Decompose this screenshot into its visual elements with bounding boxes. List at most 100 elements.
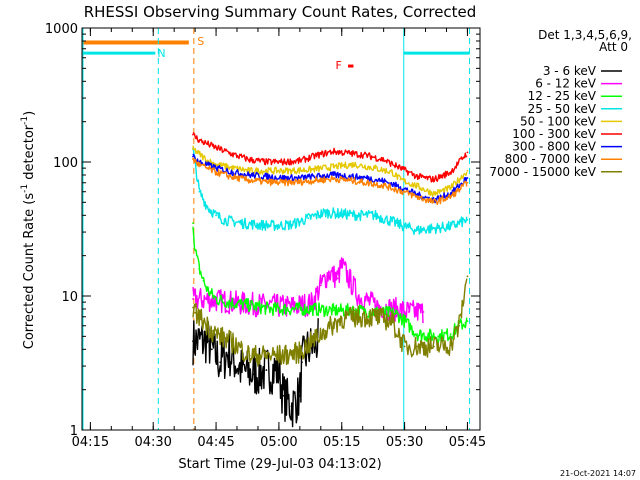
data-point [265,369,268,371]
data-point [194,311,197,314]
series-line [192,132,468,183]
data-point [248,179,251,182]
data-point [215,167,217,170]
data-point [416,311,419,313]
data-point [231,153,234,156]
data-point [403,345,406,348]
data-point [248,158,251,161]
data-point [391,171,393,174]
data-point [206,159,209,162]
data-point [273,224,276,227]
data-point [215,146,217,149]
data-point [328,271,331,274]
series-100-300-kev [192,132,469,183]
data-point [192,133,194,136]
data-point [449,333,452,335]
data-point [449,171,452,174]
data-point [449,195,452,198]
data-point [248,354,251,357]
data-point [210,329,213,332]
data-point [332,177,335,180]
y-axis-label: Corrected Count Rate (s-1 detector-1) [20,111,37,349]
legend-label: 300 - 800 keV [512,140,596,154]
series-12-25-kev [192,222,469,344]
data-point [298,351,301,354]
data-point [315,154,318,157]
y-tick-label: 10 [61,290,78,305]
data-point [282,161,284,163]
x-tick-label: 04:45 [197,435,234,450]
legend-label: 7000 - 15000 keV [489,165,596,179]
series-line [192,278,468,367]
data-point [223,218,226,221]
data-point [349,179,352,182]
series-7000-15000-kev [192,275,469,367]
data-point [265,161,268,163]
data-point [202,279,205,282]
data-point [466,218,469,221]
data-point [449,344,452,347]
data-point [311,302,314,305]
y-tick-label: 100 [53,156,78,171]
data-point [282,181,284,184]
data-point [206,289,209,292]
data-point [357,295,360,297]
data-point [382,158,385,161]
legend-header-attenuator: Att 0 [599,40,628,54]
data-point [231,176,234,179]
data-point [298,181,301,183]
data-point [252,373,255,376]
data-point [336,277,339,280]
data-point [433,227,435,230]
legend-header-detectors: Det 1,3,4,5,6,9, [538,28,632,42]
data-point [282,354,284,357]
data-point [449,225,452,228]
x-tick-label: 04:30 [134,435,171,450]
data-point [324,329,326,332]
data-point [466,181,469,184]
data-point [458,324,460,327]
chart-title: RHESSI Observing Summary Count Rates, Co… [84,3,477,21]
data-point [290,223,293,226]
data-point [353,163,356,166]
data-point [198,164,201,166]
data-point [290,169,293,172]
x-tick-label: 05:30 [386,435,423,450]
x-tick-label: 05:45 [449,435,486,450]
series-line [192,145,468,198]
annotation-n: N [157,47,165,60]
data-point [290,405,293,408]
data-point [257,223,259,226]
data-point [240,369,243,371]
data-point [382,180,385,183]
data-point [315,179,318,182]
data-point [298,177,301,179]
series-line [192,157,468,206]
data-point [227,351,230,354]
data-point [248,169,251,172]
data-point [198,190,201,193]
legend-label: 100 - 300 keV [512,127,596,141]
x-tick-label: 05:15 [323,435,360,450]
data-point [374,315,377,318]
data-point [311,308,314,310]
data-point [416,175,419,178]
data-point [449,187,452,189]
data-point [278,369,280,371]
data-point [422,311,425,313]
footer-date: 21-Oct-2021 14:07 [560,469,636,478]
data-point [265,175,268,178]
data-point [466,169,469,172]
plot-frame [81,27,481,431]
y-tick-label: 1 [70,424,78,439]
data-point [198,152,201,155]
data-point [332,309,335,312]
data-point [349,152,352,155]
data-point [365,181,368,184]
data-point [403,320,406,322]
data-point [382,184,385,187]
data-point [192,340,194,343]
y-tick-label: 1000 [45,22,78,37]
